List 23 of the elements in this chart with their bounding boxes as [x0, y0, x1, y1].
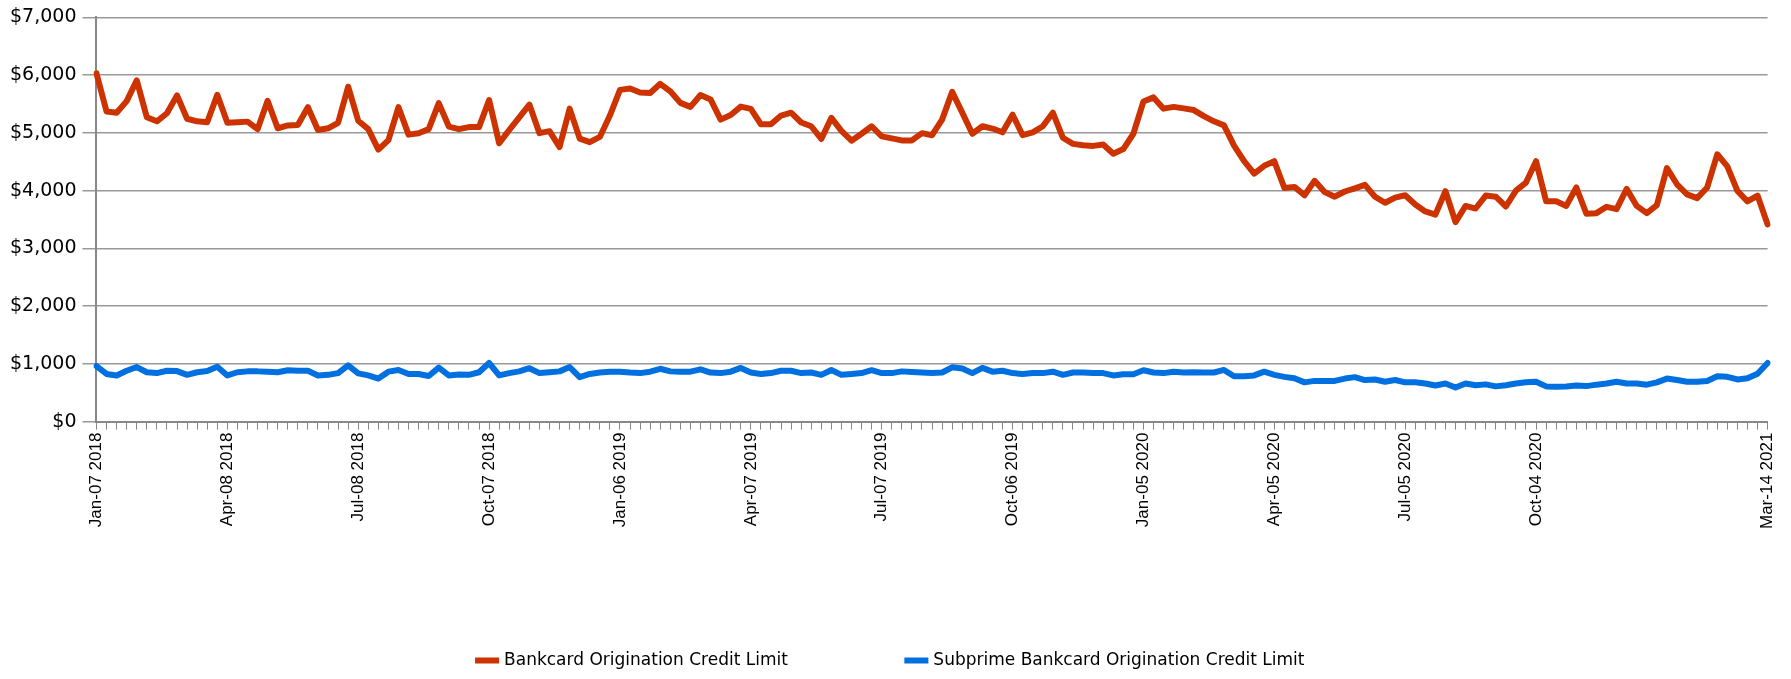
x-tick-label: Jan-06 2019: [609, 432, 629, 528]
x-tick-label: Oct-04 2020: [1525, 432, 1545, 527]
x-tick-label: Jul-05 2020: [1394, 432, 1414, 522]
legend-label: Subprime Bankcard Origination Credit Limit: [933, 648, 1305, 669]
y-tick-label: $1,000: [10, 350, 77, 373]
y-tick-label: $4,000: [10, 177, 77, 200]
y-tick-label: $3,000: [10, 235, 77, 258]
y-tick-label: $2,000: [10, 293, 77, 316]
x-tick-label: Jan-07 2018: [86, 432, 106, 528]
x-tick-label: Jul-07 2019: [871, 432, 891, 522]
x-tick-label: Jan-05 2020: [1133, 432, 1153, 528]
y-tick-label: $5,000: [10, 119, 77, 142]
legend-label: Bankcard Origination Credit Limit: [504, 648, 789, 669]
x-tick-label: Apr-07 2019: [740, 432, 760, 527]
x-tick-label: Apr-08 2018: [217, 432, 237, 527]
y-tick-label: $7,000: [10, 4, 77, 27]
x-tick-label: Oct-06 2019: [1002, 432, 1022, 527]
x-tick-label: Mar-14 2021: [1757, 432, 1777, 529]
y-tick-label: $6,000: [10, 62, 77, 85]
x-tick-label: Oct-07 2018: [478, 432, 498, 527]
x-tick-label: Jul-08 2018: [347, 432, 367, 522]
x-tick-label: Apr-05 2020: [1264, 432, 1284, 527]
y-tick-label: $0: [52, 408, 77, 431]
